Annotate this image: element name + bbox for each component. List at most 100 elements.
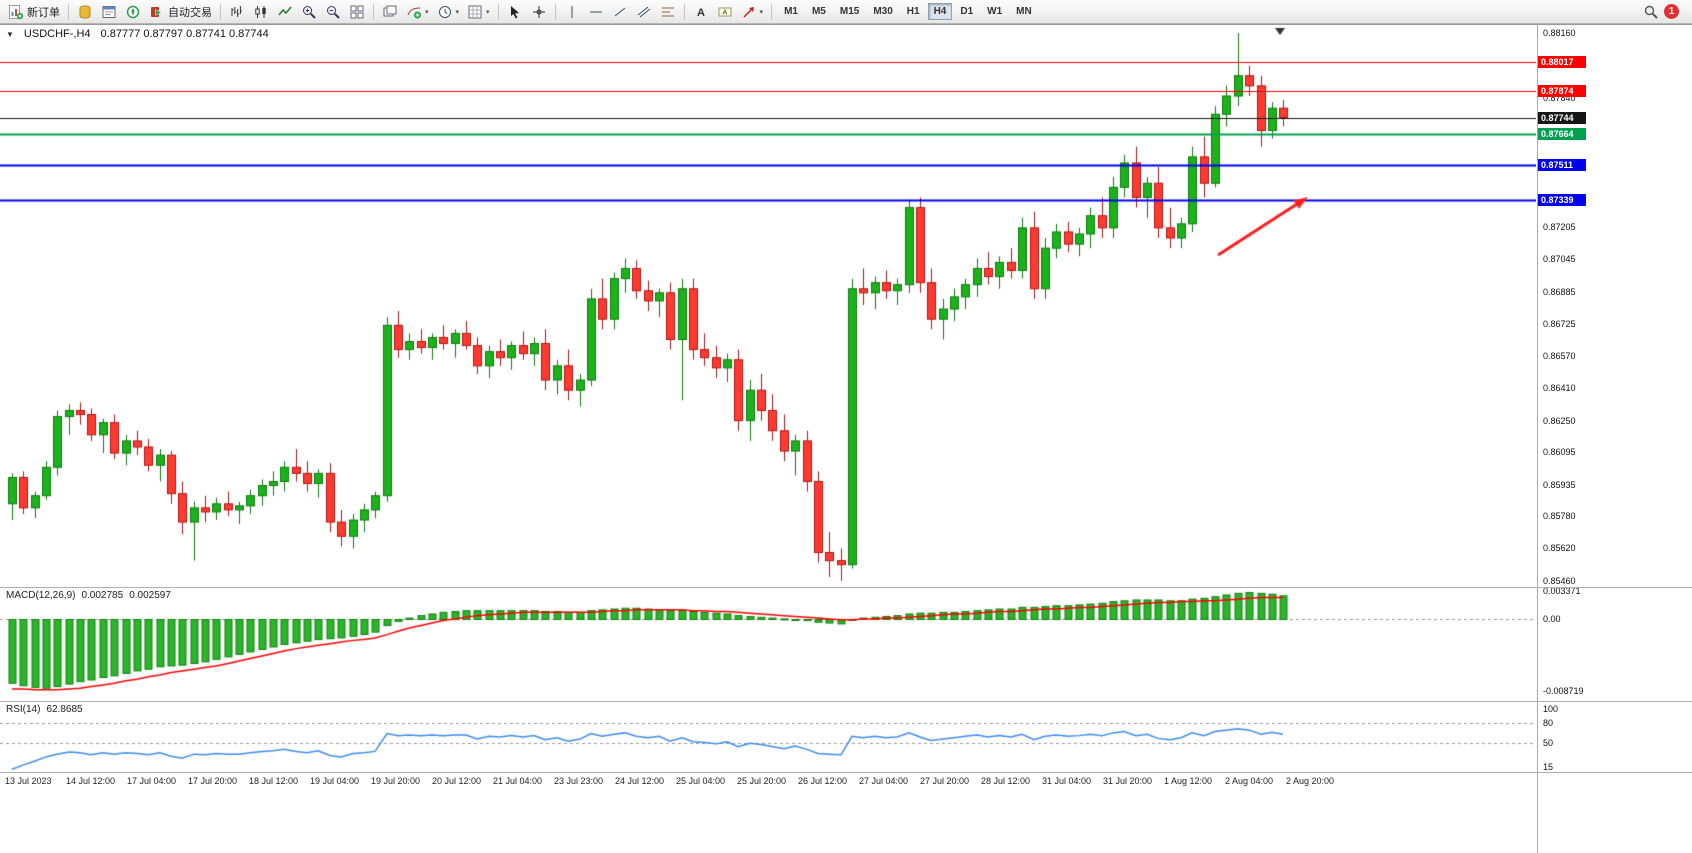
- cursor-button[interactable]: [504, 3, 526, 21]
- cascade-windows-icon: [382, 4, 398, 20]
- pane-splitter[interactable]: [0, 587, 1692, 588]
- template-button[interactable]: ▾: [464, 3, 493, 21]
- bar-chart-icon: [229, 4, 245, 20]
- toolbar-separator: [497, 3, 499, 20]
- time-axis-label: 31 Jul 20:00: [1103, 776, 1153, 786]
- text-button[interactable]: A: [690, 3, 712, 21]
- arrow-tool-button[interactable]: ▾: [738, 3, 767, 21]
- line-chart-icon: [277, 4, 293, 20]
- cursor-icon: [507, 4, 523, 20]
- tile-windows-icon: [349, 4, 365, 20]
- navigator-icon: [125, 4, 141, 20]
- add-indicator-button[interactable]: ▾: [403, 3, 432, 21]
- autotrading-icon: [149, 4, 165, 20]
- price-line-badge[interactable]: 0.87744: [1538, 111, 1586, 124]
- price-axis[interactable]: 0.88160 0.87840 0.87205 0.87045 0.86885 0.867…: [1537, 25, 1692, 853]
- timeframe-m5-button[interactable]: M5: [811, 6, 826, 17]
- autotrading-button[interactable]: 自动交易: [146, 3, 215, 21]
- dropdown-caret: ▾: [425, 8, 429, 16]
- zoom-in-button[interactable]: [298, 3, 320, 21]
- time-axis-label: 18 Jul 12:00: [249, 776, 299, 786]
- toolbar-separator: [771, 3, 773, 20]
- pane-splitter[interactable]: [0, 772, 1692, 773]
- notification-count: 1: [1668, 6, 1675, 17]
- period-button[interactable]: ▾: [434, 3, 463, 21]
- text-label-button[interactable]: A: [714, 3, 736, 21]
- vertical-line-button[interactable]: [561, 3, 583, 21]
- navigator-button[interactable]: [122, 3, 144, 21]
- symbol-dropdown-caret[interactable]: ▼: [6, 29, 14, 39]
- price-axis-label: 0.87045: [1543, 254, 1576, 265]
- horizontal-line-button[interactable]: [585, 3, 607, 21]
- timeframe-d1-button[interactable]: D1: [960, 6, 974, 17]
- new-order-button[interactable]: 新订单: [5, 3, 63, 21]
- timeframe-mn-button[interactable]: MN: [1016, 6, 1032, 17]
- cascade-windows-button[interactable]: [379, 3, 401, 21]
- time-axis-label: 13 Jul 2023: [5, 776, 52, 786]
- trendline-button[interactable]: [609, 3, 631, 21]
- rsi-canvas[interactable]: [0, 702, 1536, 772]
- timeframe-w1-button[interactable]: W1: [987, 6, 1003, 17]
- macd-label: MACD(12,26,9) 0.002785 0.002597: [6, 590, 171, 601]
- fibonacci-button[interactable]: [657, 3, 679, 21]
- crosshair-button[interactable]: [528, 3, 550, 21]
- data-window-button[interactable]: [98, 3, 120, 21]
- time-axis-label: 26 Jul 12:00: [798, 776, 848, 786]
- price-chart-canvas[interactable]: [0, 25, 1536, 587]
- toolbar-separator: [68, 3, 69, 20]
- price-line-badge[interactable]: 0.88017: [1538, 56, 1586, 69]
- time-axis[interactable]: 13 Jul 2023 14 Jul 12:00 17 Jul 04:00 17 Ju…: [0, 773, 1692, 791]
- price-line-badge[interactable]: 0.87511: [1538, 158, 1586, 171]
- price-line-badge[interactable]: 0.87664: [1538, 127, 1586, 140]
- chart-window: ▼ USDCHF-,H4 0.87777 0.87797 0.87741 0.8…: [0, 24, 1692, 853]
- trendline-icon: [612, 4, 628, 20]
- toolbar-separator: [220, 3, 221, 20]
- timeframe-m30-button[interactable]: M30: [873, 6, 893, 17]
- macd-axis-label: -0.008719: [1543, 685, 1584, 696]
- bar-chart-button[interactable]: [226, 3, 248, 21]
- timeframe-m15-button[interactable]: M15: [839, 6, 860, 17]
- time-axis-label: 25 Jul 20:00: [737, 776, 787, 786]
- price-axis-label: 0.85460: [1543, 575, 1576, 586]
- price-axis-label: 0.85780: [1543, 510, 1576, 521]
- price-line-badge[interactable]: 0.87874: [1538, 85, 1586, 98]
- fibonacci-icon: [660, 4, 676, 20]
- time-axis-label: 19 Jul 20:00: [371, 776, 421, 786]
- price-axis-label: 0.86095: [1543, 447, 1576, 458]
- price-axis-label: 0.86725: [1543, 319, 1576, 330]
- timeframe-h4-button[interactable]: H4: [927, 3, 953, 20]
- timeframe-h1-button[interactable]: H1: [906, 6, 920, 17]
- price-line-badge[interactable]: 0.87339: [1538, 193, 1586, 206]
- time-axis-label: 23 Jul 23:00: [554, 776, 604, 786]
- time-axis-label: 2 Aug 04:00: [1225, 776, 1274, 786]
- crosshair-icon: [531, 4, 547, 20]
- notification-badge[interactable]: 1: [1664, 4, 1679, 19]
- candlestick-chart-button[interactable]: [250, 3, 272, 21]
- svg-text:A: A: [697, 7, 705, 19]
- arrow-tool-icon: [741, 4, 757, 20]
- market-watch-button[interactable]: [74, 3, 96, 21]
- price-axis-label: 0.86250: [1543, 415, 1576, 426]
- template-grid-icon: [467, 4, 483, 20]
- candlestick-chart-icon: [253, 4, 269, 20]
- channel-icon: [636, 4, 652, 20]
- search-button[interactable]: [1640, 3, 1662, 21]
- macd-canvas[interactable]: [0, 588, 1536, 701]
- dropdown-caret: ▾: [455, 8, 460, 16]
- toolbar: 新订单 自动交易 ▾ ▾ ▾ A A ▾ M1 M5 M15 M30 H1 H4 D1 W1 M…: [0, 0, 1692, 24]
- tile-windows-button[interactable]: [346, 3, 368, 21]
- zoom-in-icon: [301, 4, 317, 20]
- zoom-out-button[interactable]: [322, 3, 344, 21]
- pane-splitter[interactable]: [0, 701, 1692, 702]
- time-axis-label: 21 Jul 04:00: [493, 776, 543, 786]
- time-axis-label: 25 Jul 04:00: [676, 776, 726, 786]
- timeframe-m1-button[interactable]: M1: [784, 6, 798, 17]
- market-watch-icon: [77, 4, 93, 20]
- toolbar-separator: [554, 3, 556, 20]
- macd-name: MACD(12,26,9): [6, 590, 76, 601]
- line-chart-button[interactable]: [274, 3, 296, 21]
- time-axis-label: 2 Aug 20:00: [1286, 776, 1335, 786]
- search-icon: [1643, 4, 1659, 20]
- dropdown-caret: ▾: [486, 8, 490, 16]
- channel-button[interactable]: [633, 3, 655, 21]
